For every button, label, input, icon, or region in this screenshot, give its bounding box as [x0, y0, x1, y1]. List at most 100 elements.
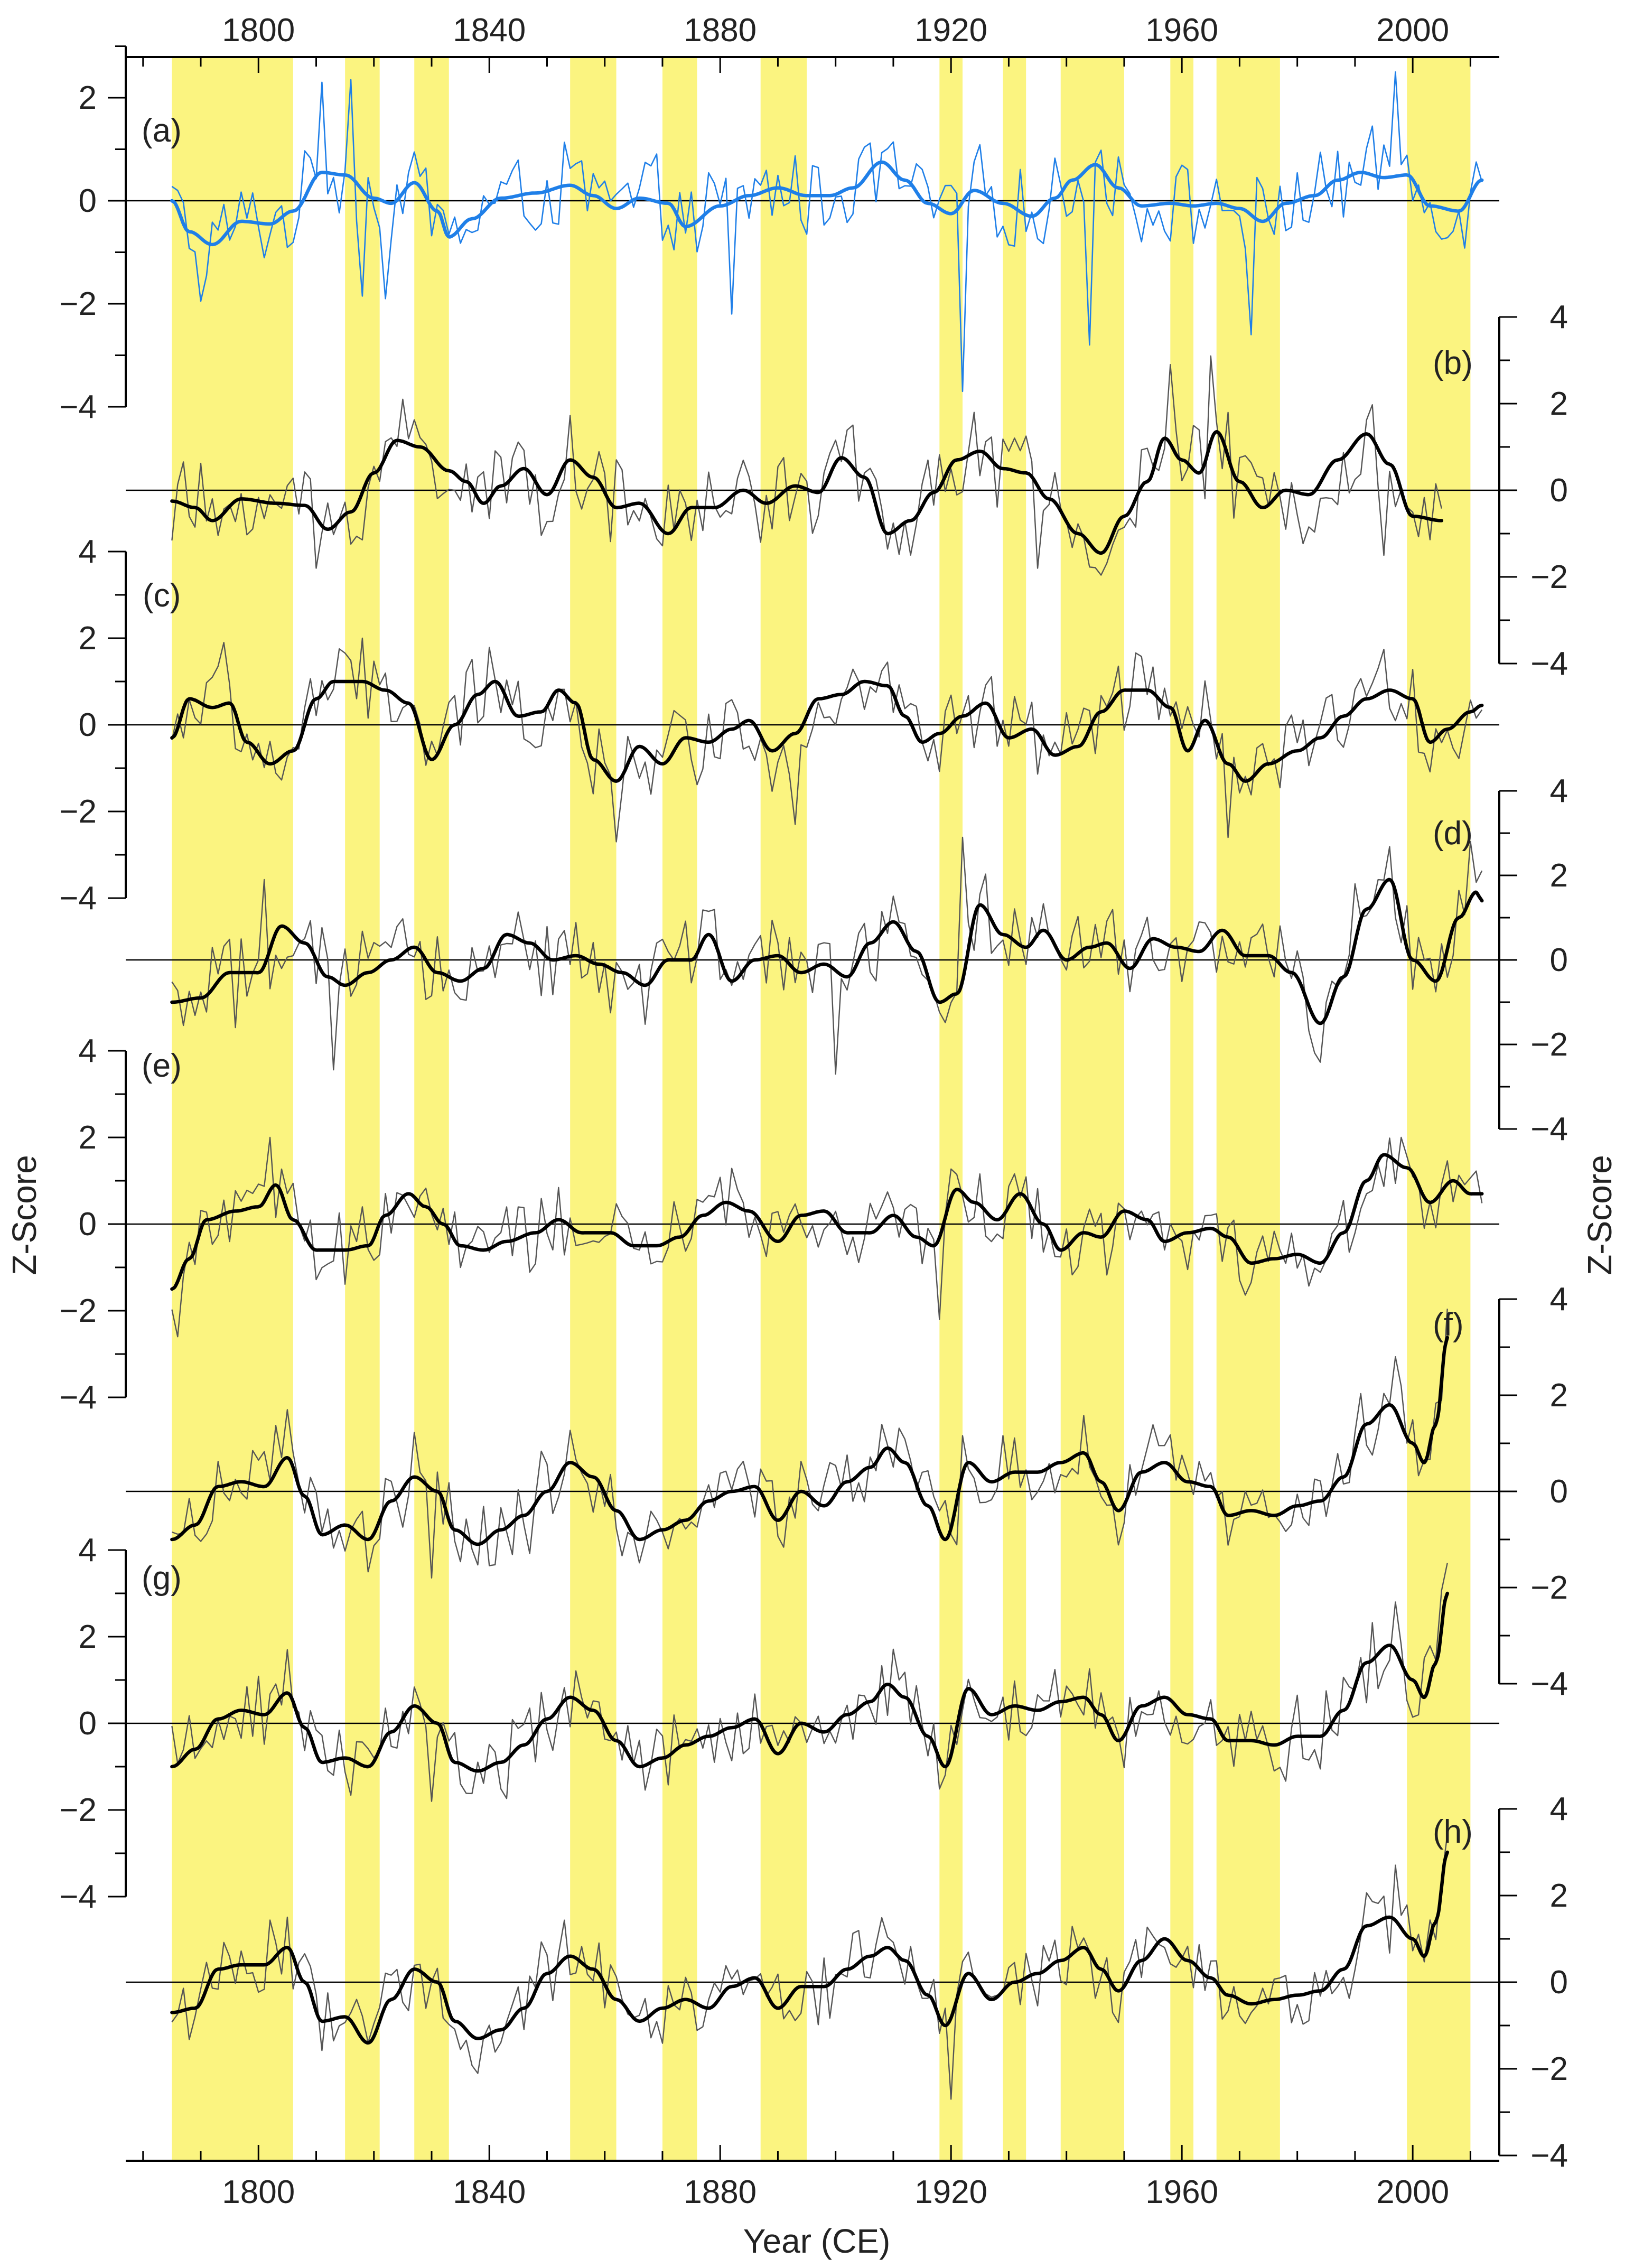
panel-c-y-tick-label: 2	[79, 620, 97, 657]
panel-a-y-tick-label: 0	[79, 183, 97, 219]
panel-c-y-tick-label: −4	[59, 880, 97, 917]
panel-b-label: (b)	[1433, 345, 1473, 381]
panel-b-y-tick-label: 4	[1550, 299, 1568, 335]
panel-b-y-tick-label: −4	[1530, 646, 1568, 682]
panel-g-y-tick-label: −2	[59, 1792, 97, 1828]
panel-e-y-tick-label: 0	[79, 1206, 97, 1243]
panel-b-y-tick-label: 2	[1550, 386, 1568, 422]
panel-d-y-tick-label: 0	[1550, 942, 1568, 978]
panel-g-y-tick-label: 0	[79, 1705, 97, 1742]
panel-d-y-tick-label: −2	[1530, 1026, 1568, 1063]
panel-e-label: (e)	[142, 1048, 182, 1084]
highlight-band-1854-1862	[570, 57, 617, 2161]
panel-d-y-tick-label: 2	[1550, 857, 1568, 894]
panel-f-label: (f)	[1433, 1306, 1464, 1343]
panel-c-annual-series	[171, 637, 1483, 843]
panel-d-smoothed-series	[170, 878, 1484, 1025]
panel-g-y-tick-label: −4	[59, 1879, 97, 1915]
panel-e-y-tick-label: 2	[79, 1119, 97, 1156]
panel-b-y-tick-label: −2	[1530, 559, 1568, 595]
panel-a-y-tick-label: −4	[59, 389, 97, 425]
panel-c-y-tick-label: 4	[79, 534, 97, 570]
panel-e-y-tick-label: 4	[79, 1033, 97, 1069]
highlight-band-1887-1895	[760, 57, 807, 2161]
panel-c-smoothed-series	[170, 679, 1484, 783]
highlight-band-1785-1806	[172, 57, 293, 2161]
highlight-band-1929-1933	[1003, 57, 1026, 2161]
panel-b-smoothed-series	[170, 430, 1444, 555]
panel-c-y-tick-label: −2	[59, 794, 97, 830]
x-axis-title: Year (CE)	[743, 2222, 891, 2260]
highlight-band-1939-1950	[1060, 57, 1124, 2161]
highlight-band-1918-1922	[939, 57, 963, 2161]
highlight-band-1958-1962	[1170, 57, 1194, 2161]
panel-b: −4 −2 0 2 4 (b)	[126, 299, 1568, 682]
highlight-bands	[172, 57, 1471, 2161]
x-tick-label-top-1920: 1920	[914, 12, 987, 49]
panel-h-y-tick-label: −2	[1530, 2051, 1568, 2087]
panel-e-y-tick-label: −4	[59, 1379, 97, 1416]
panel-f-y-tick-label: 0	[1550, 1473, 1568, 1510]
x-tick-label-top-1800: 1800	[222, 12, 295, 49]
panel-h-y-tick-label: 0	[1550, 1964, 1568, 2001]
panel-d: −4 −2 0 2 4 (d)	[126, 773, 1568, 1147]
panel-h-y-tick-label: −4	[1530, 2138, 1568, 2174]
y-axis-title-right: Z-Score	[1581, 1155, 1619, 1275]
panel-h-label: (h)	[1433, 1814, 1473, 1850]
panel-g-y-tick-label: 2	[79, 1619, 97, 1655]
x-tick-label-top-2000: 2000	[1376, 12, 1449, 49]
panel-c-y-tick-label: 0	[79, 707, 97, 743]
panel-g-y-tick-label: 4	[79, 1532, 97, 1569]
x-tick-label-top-1880: 1880	[684, 12, 757, 49]
x-tick-label-bottom-1840: 1840	[453, 2174, 526, 2210]
panel-f-y-tick-label: 4	[1550, 1281, 1568, 1318]
x-tick-label-top-1960: 1960	[1145, 12, 1218, 49]
panel-d-y-tick-label: −4	[1530, 1111, 1568, 1147]
panel-h-y-tick-label: 2	[1550, 1878, 1568, 1914]
panel-e: −4 −2 0 2 4 (e)	[59, 1033, 1499, 1416]
panel-c-label: (c)	[143, 577, 181, 614]
x-tick-label-bottom-2000: 2000	[1376, 2174, 1449, 2210]
panel-g-smoothed-series	[170, 1591, 1449, 1773]
panel-a-y-tick-label: 2	[79, 80, 97, 116]
panel-h-smoothed-series	[170, 1850, 1449, 2045]
highlight-band-1815-1821	[345, 57, 380, 2161]
y-axis-title-left: Z-Score	[5, 1155, 43, 1275]
x-tick-label-bottom-1920: 1920	[914, 2174, 987, 2210]
panel-f: −4 −2 0 2 4 (f)	[126, 1281, 1568, 1702]
panel-f-y-tick-label: 2	[1550, 1377, 1568, 1414]
highlight-band-1870-1876	[662, 57, 697, 2161]
panel-a-annual-series	[171, 71, 1483, 393]
panel-d-y-tick-label: 4	[1550, 773, 1568, 809]
x-tick-label-bottom-1960: 1960	[1145, 2174, 1218, 2210]
panel-f-y-tick-label: −4	[1530, 1666, 1568, 1702]
highlight-band-1827-1833	[414, 57, 449, 2161]
panel-g-label: (g)	[142, 1560, 182, 1597]
panel-h: −4 −2 0 2 4 (h)	[126, 1791, 1568, 2174]
highlight-band-1966-1977	[1216, 57, 1280, 2161]
panel-h-annual-series	[171, 1835, 1448, 2100]
panel-f-annual-series	[171, 1309, 1448, 1579]
panel-a-y-tick-label: −2	[59, 286, 97, 322]
x-tick-label-top-1840: 1840	[453, 12, 526, 49]
panel-f-y-tick-label: −2	[1530, 1570, 1568, 1606]
highlight-band-1999-2010	[1407, 57, 1471, 2161]
panel-b-annual-series	[171, 355, 1442, 576]
panel-f-smoothed-series	[170, 1336, 1449, 1546]
panel-a-label: (a)	[142, 113, 182, 149]
x-tick-label-bottom-1880: 1880	[684, 2174, 757, 2210]
x-axis: 1800 1800 1840 1840 1880 1880 1920 1920 1960 1960…	[142, 12, 1471, 2210]
panel-g-annual-series	[171, 1563, 1448, 1802]
panel-d-annual-series	[171, 836, 1483, 1075]
panels: −4−202(a)−4−2024(b)−4−2024(c)−4−2024(d)−…	[59, 45, 1568, 2174]
panel-e-y-tick-label: −2	[59, 1293, 97, 1329]
panel-c: −4 −2 0 2 4 (c)	[59, 534, 1499, 917]
panel-h-y-tick-label: 4	[1550, 1791, 1568, 1827]
x-tick-label-bottom-1800: 1800	[222, 2174, 295, 2210]
panel-g: −4 −2 0 2 4 (g)	[59, 1532, 1499, 1915]
chart-frame	[126, 56, 1499, 2162]
panel-d-label: (d)	[1433, 815, 1473, 852]
panel-b-y-tick-label: 0	[1550, 472, 1568, 509]
panel-a: −4 −2 0 2 (a)	[59, 45, 1499, 425]
